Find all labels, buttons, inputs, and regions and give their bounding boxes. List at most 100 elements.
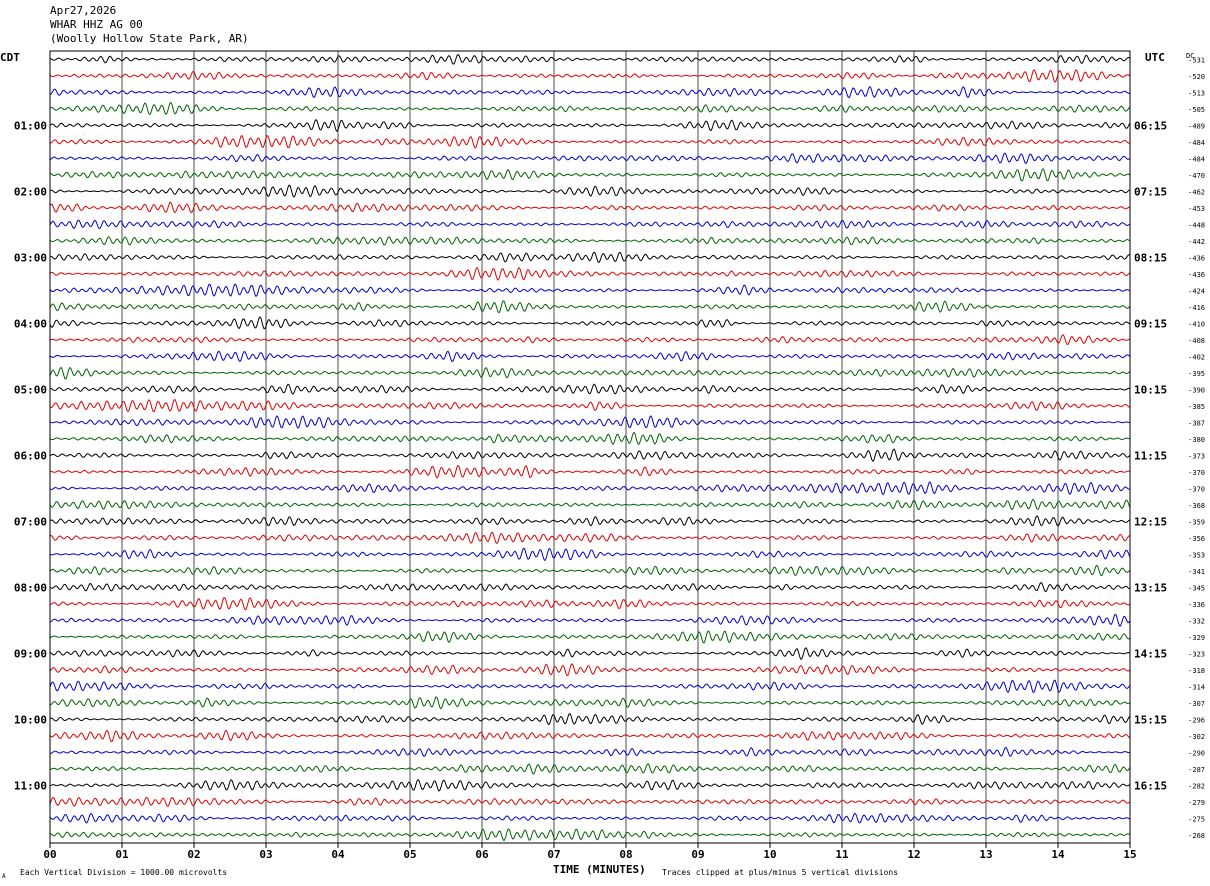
local-hour-label: 01:00 bbox=[14, 119, 47, 132]
dc-offset-label: -410 bbox=[1188, 320, 1205, 328]
left-axis-title: CDT bbox=[0, 51, 20, 64]
x-tick-label: 14 bbox=[1051, 848, 1065, 861]
dc-offset-label: -275 bbox=[1188, 815, 1205, 823]
seismic-trace bbox=[49, 828, 1131, 842]
dc-offset-label: -484 bbox=[1188, 139, 1205, 147]
seismic-trace bbox=[49, 796, 1131, 807]
x-tick-label: 04 bbox=[331, 848, 345, 861]
local-hour-label: 09:00 bbox=[14, 647, 47, 660]
dc-offset-label: -489 bbox=[1188, 122, 1205, 130]
seismic-trace bbox=[49, 696, 1131, 710]
local-hour-label: 11:00 bbox=[14, 779, 47, 792]
dc-offset-label: -442 bbox=[1188, 238, 1205, 246]
utc-hour-label: 12:15 bbox=[1134, 515, 1167, 528]
dc-offset-label: -329 bbox=[1188, 634, 1205, 642]
seismic-trace bbox=[49, 812, 1131, 824]
axis-labels: 00 01 02 03 04 05 06 07 08 09 10 11 12 13 14 15 CDT UTC DC… bbox=[0, 51, 1205, 861]
dc-offset-label: -296 bbox=[1188, 716, 1205, 724]
dc-offset-label: -387 bbox=[1188, 419, 1205, 427]
seismic-trace bbox=[49, 597, 1131, 611]
x-tick-label: 06 bbox=[475, 848, 489, 861]
utc-hour-label: 10:15 bbox=[1134, 383, 1167, 396]
utc-hour-label: 13:15 bbox=[1134, 581, 1167, 594]
seismic-trace bbox=[49, 613, 1131, 627]
seismic-trace bbox=[49, 68, 1131, 83]
seismic-trace bbox=[49, 334, 1131, 345]
seismic-trace bbox=[49, 266, 1131, 281]
dc-offset-label: -513 bbox=[1188, 89, 1205, 97]
x-tick-label: 08 bbox=[619, 848, 632, 861]
dc-offset-label: -341 bbox=[1188, 568, 1205, 576]
dc-offset-label: -356 bbox=[1188, 535, 1205, 543]
dc-offset-label: -268 bbox=[1188, 832, 1205, 840]
x-tick-label: 07 bbox=[547, 848, 560, 861]
seismic-trace bbox=[49, 515, 1131, 527]
date-label: Apr27,2026 bbox=[50, 4, 117, 17]
dc-offset-label: -323 bbox=[1188, 650, 1205, 658]
location-label: (Woolly Hollow State Park, AR) bbox=[50, 32, 249, 45]
seismic-trace bbox=[49, 201, 1131, 214]
x-tick-label: 01 bbox=[115, 848, 129, 861]
dc-offset-label: -370 bbox=[1188, 469, 1205, 477]
seismic-trace bbox=[49, 746, 1131, 757]
dc-offset-label: -314 bbox=[1188, 683, 1205, 691]
seismic-trace bbox=[49, 464, 1131, 479]
x-tick-label: 09 bbox=[691, 848, 704, 861]
x-tick-label: 05 bbox=[403, 848, 416, 861]
seismic-trace bbox=[49, 316, 1131, 330]
seismic-trace bbox=[49, 415, 1131, 429]
dc-offset-label: -302 bbox=[1188, 733, 1205, 741]
seismic-trace bbox=[49, 481, 1131, 496]
dc-offset-label: -290 bbox=[1188, 749, 1205, 757]
seismic-trace bbox=[49, 251, 1131, 264]
dc-offset-label: -505 bbox=[1188, 106, 1205, 114]
seismic-trace bbox=[49, 630, 1131, 644]
dc-offset-label: -385 bbox=[1188, 403, 1205, 411]
dc-offset-label: -287 bbox=[1188, 766, 1205, 774]
seismic-trace bbox=[49, 564, 1131, 577]
x-tick-label: 11 bbox=[835, 848, 849, 861]
local-hour-label: 03:00 bbox=[14, 251, 47, 264]
seismic-trace bbox=[49, 350, 1131, 363]
seismic-trace bbox=[49, 134, 1131, 149]
seismic-trace bbox=[49, 236, 1131, 246]
seismic-trace bbox=[49, 118, 1131, 133]
dc-offset-label: -332 bbox=[1188, 617, 1205, 625]
dc-offset-label: -279 bbox=[1188, 799, 1205, 807]
x-axis-title: TIME (MINUTES) bbox=[553, 863, 646, 876]
seismic-trace bbox=[49, 729, 1131, 743]
local-hour-label: 08:00 bbox=[14, 581, 47, 594]
seismic-trace bbox=[49, 300, 1131, 314]
seismic-trace bbox=[49, 547, 1131, 562]
dc-label: DC bbox=[1186, 52, 1194, 60]
utc-hour-label: 08:15 bbox=[1134, 251, 1167, 264]
seismic-trace bbox=[49, 581, 1131, 593]
seismic-trace bbox=[49, 366, 1131, 380]
dc-offset-label: -373 bbox=[1188, 452, 1205, 460]
seismic-trace bbox=[49, 184, 1131, 198]
seismic-trace bbox=[49, 531, 1130, 545]
seismic-trace bbox=[49, 713, 1131, 726]
dc-offset-label: -453 bbox=[1188, 205, 1205, 213]
seismic-trace bbox=[49, 101, 1131, 116]
utc-hour-label: 07:15 bbox=[1134, 185, 1167, 198]
seismic-trace bbox=[49, 778, 1131, 792]
x-tick-label: 13 bbox=[979, 848, 992, 861]
utc-hour-label: 15:15 bbox=[1134, 713, 1167, 726]
dc-offset-label: -370 bbox=[1188, 485, 1205, 493]
seismic-trace bbox=[49, 53, 1131, 65]
right-axis-title: UTC bbox=[1145, 51, 1165, 64]
utc-hour-label: 16:15 bbox=[1134, 779, 1167, 792]
seismic-trace bbox=[49, 431, 1131, 445]
local-hour-label: 10:00 bbox=[14, 713, 47, 726]
dc-offset-label: -462 bbox=[1188, 188, 1205, 196]
x-tick-label: 02 bbox=[187, 848, 200, 861]
local-hour-label: 06:00 bbox=[14, 449, 47, 462]
x-tick-label: 15 bbox=[1123, 848, 1136, 861]
utc-hour-label: 14:15 bbox=[1134, 647, 1167, 660]
dc-offset-label: -395 bbox=[1188, 370, 1205, 378]
dc-offset-label: -470 bbox=[1188, 172, 1205, 180]
x-tick-label: 12 bbox=[907, 848, 920, 861]
utc-hour-label: 09:15 bbox=[1134, 317, 1167, 330]
seismic-traces bbox=[49, 53, 1131, 842]
